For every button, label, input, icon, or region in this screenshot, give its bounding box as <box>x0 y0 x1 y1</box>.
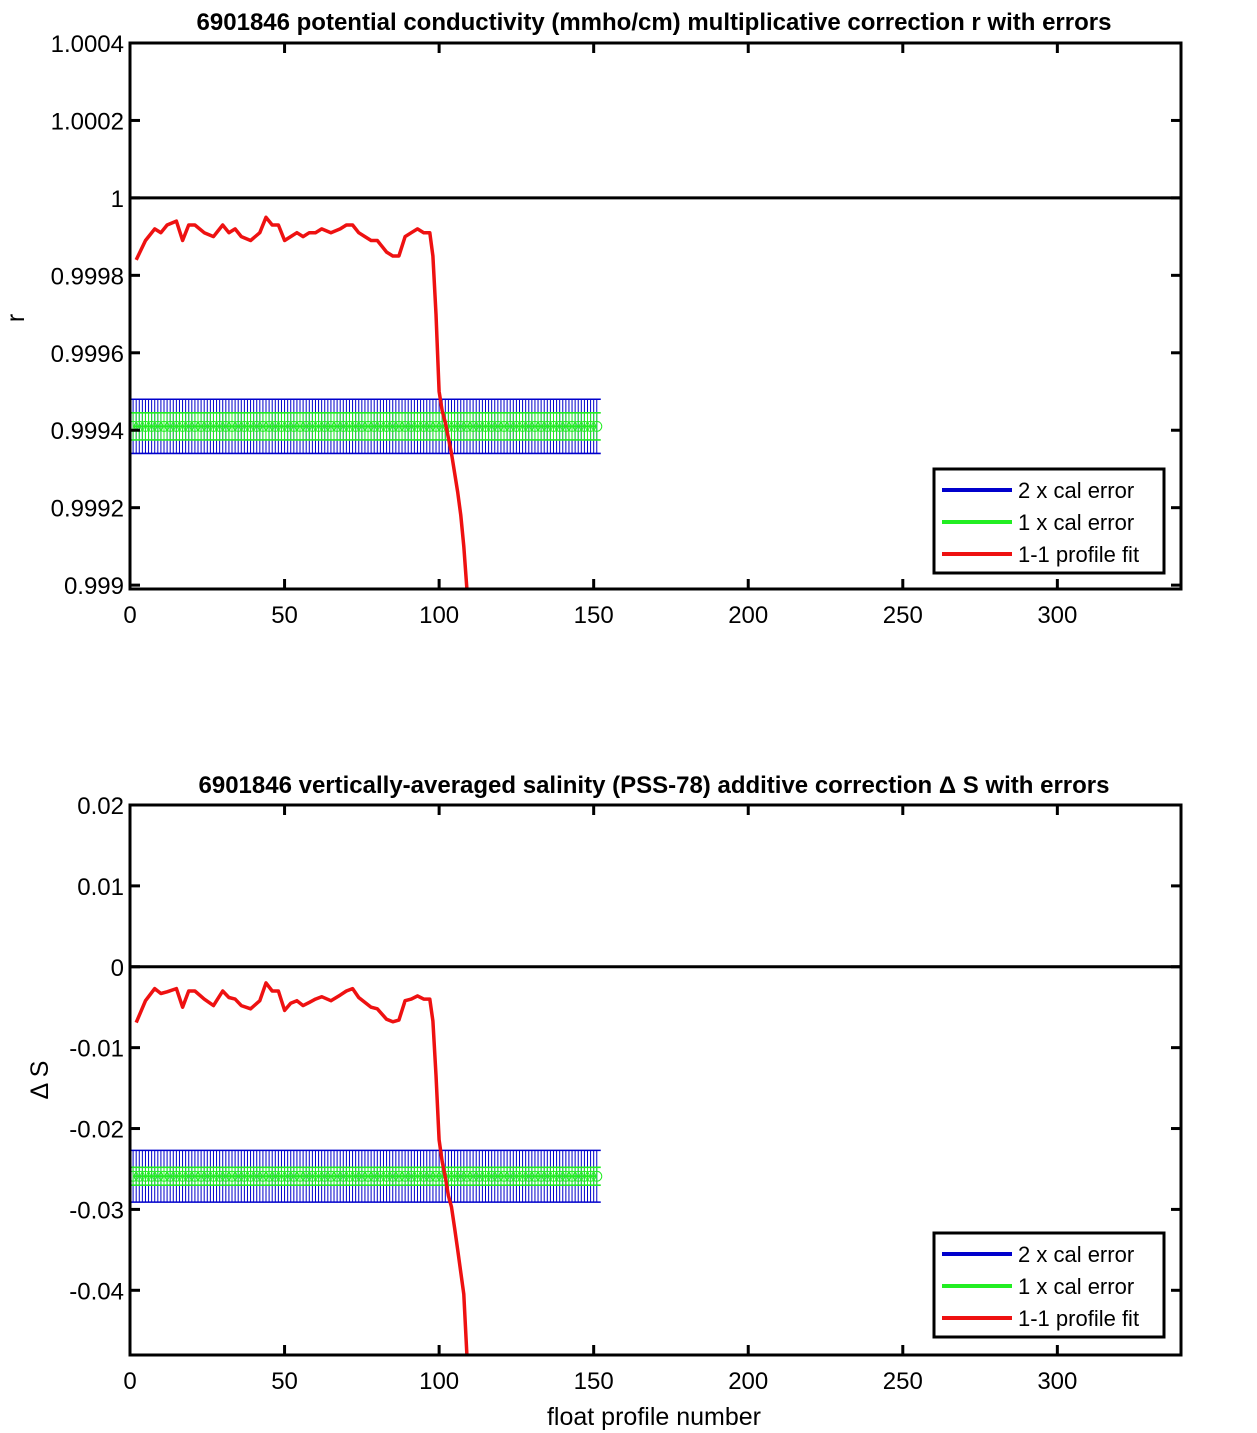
legend-label: 1-1 profile fit <box>1018 542 1139 567</box>
axes-box <box>128 803 1183 1357</box>
y-tick-label: 0.9998 <box>51 263 124 290</box>
y-tick-label: -0.03 <box>69 1197 124 1224</box>
series-line-profile-fit <box>134 981 469 1355</box>
y-tick-label: -0.01 <box>69 1036 124 1063</box>
legend-label: 2 x cal error <box>1018 478 1134 503</box>
y-axis-label: r <box>2 314 30 322</box>
x-tick-label: 100 <box>419 1368 459 1395</box>
y-tick-label: 1.0004 <box>51 31 124 58</box>
panel-r-correction: 6901846 potential conductivity (mmho/cm)… <box>2 9 1183 629</box>
y-tick-label: 0.9996 <box>51 341 124 368</box>
y-tick-label: 0.02 <box>77 793 124 820</box>
legend-label: 1 x cal error <box>1018 1274 1134 1299</box>
x-tick-label: 250 <box>883 1368 923 1395</box>
x-tick-label: 150 <box>574 1368 614 1395</box>
axes-box <box>128 41 1183 591</box>
y-tick-label: -0.04 <box>69 1278 124 1305</box>
plot-area: 0 50 100 150 200 250 300 -0.04 -0.03 -0.02 -0.01 0 0… <box>69 793 1183 1395</box>
x-tick-label: 300 <box>1037 1368 1077 1395</box>
y-tick-label: 0 <box>111 955 124 982</box>
legend-label: 1 x cal error <box>1018 510 1134 535</box>
legend: 2 x cal error 1 x cal error 1-1 profile fi… <box>932 1231 1166 1339</box>
x-tick-label: 300 <box>1037 602 1077 629</box>
plot-area: 0 50 100 150 200 250 300 0.999 0.9992 0.9994 0.999… <box>51 31 1183 629</box>
y-tick-label: 1 <box>111 186 124 213</box>
data-layer <box>130 981 603 1355</box>
x-tick-label: 200 <box>728 1368 768 1395</box>
y-tick-label: 0.9994 <box>51 418 124 445</box>
x-tick-label: 250 <box>883 602 923 629</box>
y-tick-label: 0.999 <box>64 573 124 600</box>
x-tick-label: 0 <box>123 602 136 629</box>
data-layer <box>130 215 603 589</box>
x-tick-label: 200 <box>728 602 768 629</box>
legend-label: 2 x cal error <box>1018 1242 1134 1267</box>
x-tick-label: 50 <box>271 602 298 629</box>
y-tick-label: -0.02 <box>69 1117 124 1144</box>
y-axis-label: Δ S <box>26 1061 54 1100</box>
y-tick-label: 0.9992 <box>51 496 124 523</box>
series-1-x-cal-error <box>130 1166 603 1186</box>
x-tick-label: 0 <box>123 1368 136 1395</box>
legend-label: 1-1 profile fit <box>1018 1306 1139 1331</box>
chart-title: 6901846 potential conductivity (mmho/cm)… <box>197 9 1112 36</box>
legend: 2 x cal error 1 x cal error 1-1 profile fi… <box>932 467 1166 575</box>
x-tick-label: 100 <box>419 602 459 629</box>
chart-title: 6901846 vertically-averaged salinity (PS… <box>199 772 1110 799</box>
x-tick-label: 150 <box>574 602 614 629</box>
x-tick-label: 50 <box>271 1368 298 1395</box>
x-axis-label: float profile number <box>547 1403 761 1431</box>
series-1-x-cal-error <box>130 412 603 441</box>
y-tick-label: 0.01 <box>77 874 124 901</box>
panel-delta-s-correction: 6901846 vertically-averaged salinity (PS… <box>26 772 1183 1431</box>
series-line-profile-fit <box>134 215 469 589</box>
y-tick-label: 1.0002 <box>51 108 124 135</box>
